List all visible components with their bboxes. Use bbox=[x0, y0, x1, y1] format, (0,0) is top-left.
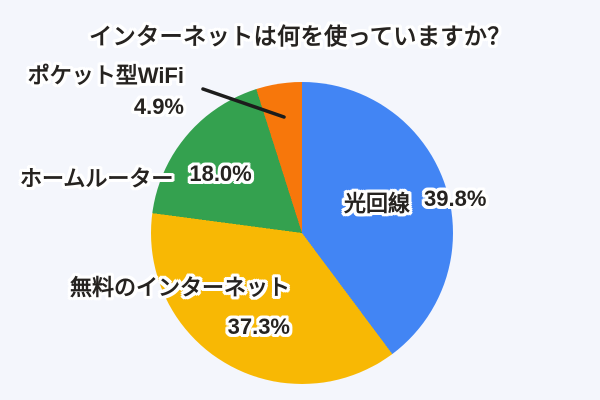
segment-label-fiber-optic: 光回線 bbox=[344, 191, 411, 216]
segment-value-free-internet: 37.3% bbox=[227, 314, 290, 339]
segment-label-pocket-wifi: ポケット型WiFi bbox=[27, 63, 184, 88]
callout-fiber-optic: 光回線 39.8% bbox=[344, 186, 486, 218]
chart-title: インターネットは何を使っていますか？ bbox=[89, 23, 511, 49]
segment-label-home-router: ホームルーター bbox=[20, 166, 174, 191]
segment-value-pocket-wifi: 4.9% bbox=[133, 94, 184, 119]
callout-pocket-wifi: ポケット型WiFi 4.9% bbox=[24, 60, 184, 122]
callout-home-router: ホームルーター 18.0% bbox=[20, 161, 252, 193]
segment-value-home-router: 18.0% bbox=[189, 161, 252, 186]
segment-label-free-internet: 無料のインターネット bbox=[69, 275, 290, 300]
callout-free-internet: 無料のインターネット 37.3% bbox=[58, 268, 290, 346]
segment-value-fiber-optic: 39.8% bbox=[424, 186, 487, 211]
pie-chart bbox=[151, 82, 453, 384]
